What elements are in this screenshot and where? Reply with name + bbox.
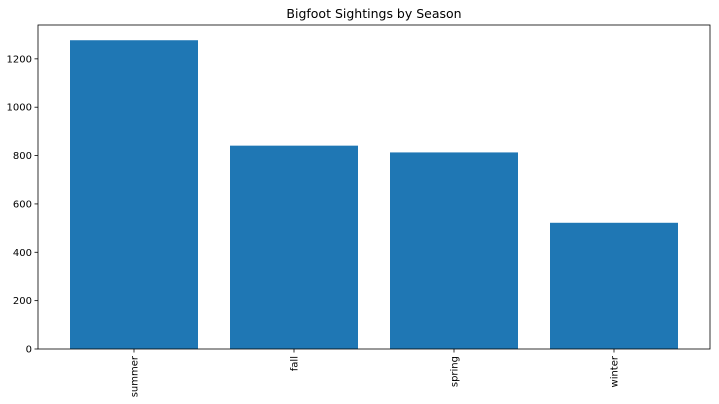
x-tick-label-winter: winter <box>610 355 621 387</box>
x-tick-label-fall: fall <box>290 356 301 371</box>
y-tick-label: 600 <box>13 199 32 210</box>
bar-fall <box>230 145 358 349</box>
y-tick-label: 0 <box>26 345 32 356</box>
bar-summer <box>70 40 198 349</box>
y-tick-label: 400 <box>13 248 32 259</box>
y-tick-label: 1000 <box>7 103 32 114</box>
x-tick-label-spring: spring <box>450 356 461 387</box>
x-tick-label-summer: summer <box>130 355 141 397</box>
y-tick-label: 1200 <box>7 54 32 65</box>
bar-winter <box>550 222 678 349</box>
bars-group <box>70 40 678 349</box>
bar-spring <box>390 152 518 349</box>
plot-frame <box>37 24 711 350</box>
y-tick-label: 800 <box>13 151 32 162</box>
y-tick-label: 200 <box>13 296 32 307</box>
x-axis: summer fall spring winter <box>130 349 621 397</box>
chart-title: Bigfoot Sightings by Season <box>286 6 461 21</box>
y-axis: 0 200 400 600 800 1000 1200 <box>7 54 38 356</box>
